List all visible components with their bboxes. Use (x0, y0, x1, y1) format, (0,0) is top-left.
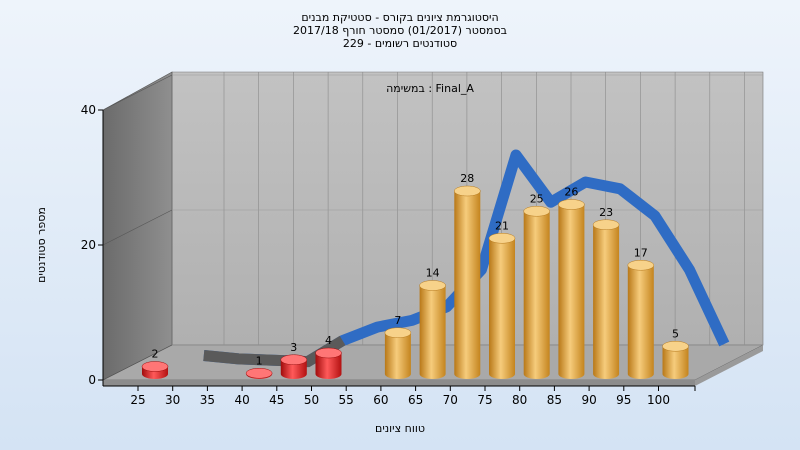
x-tick-label: 65 (408, 393, 423, 407)
bar-50: 4 (315, 334, 342, 379)
y-tick-label: 40 (81, 103, 96, 117)
x-tick-label: 80 (512, 393, 527, 407)
bar-value-label: 4 (325, 334, 332, 347)
bar-value-label: 26 (564, 186, 578, 199)
bar-body (280, 359, 307, 379)
bar-top (280, 354, 308, 365)
y-tick-label: 0 (88, 373, 96, 387)
x-tick-label: 85 (547, 393, 562, 407)
x-tick-label: 55 (339, 393, 354, 407)
horizontal-gridline-side (102, 344, 173, 381)
x-tick-label: 90 (581, 393, 596, 407)
x-tick-label: 30 (165, 393, 180, 407)
x-tick-label: 40 (234, 393, 249, 407)
bar-value-label: 17 (634, 246, 648, 259)
chart-title-line-1: היסטוגרמת ציונים בקורס - סטטיקת מבנים (301, 11, 499, 24)
bar-top (592, 219, 620, 230)
bar-top (315, 347, 342, 359)
left-wall (102, 71, 173, 381)
bar-70: 28 (454, 172, 481, 379)
x-tick-label: 25 (130, 393, 145, 407)
bar-value-label: 23 (599, 206, 613, 219)
bar-body (315, 353, 342, 379)
bar-60: 7 (384, 314, 412, 379)
x-tick-label: 50 (304, 393, 319, 407)
horizontal-gridline-side (102, 209, 173, 246)
y-axis-label: מספר סטודנטים (35, 207, 48, 283)
bar-45: 3 (280, 341, 308, 379)
horizontal-gridline-side (102, 74, 173, 111)
bar-85: 26 (558, 186, 585, 379)
x-tick-label: 100 (647, 393, 670, 407)
bar-top (141, 361, 169, 372)
bar-top (488, 233, 516, 244)
bar-value-label: 3 (290, 341, 297, 354)
bar-top (558, 199, 585, 210)
x-tick-label: 35 (200, 393, 215, 407)
bar-25: 2 (141, 348, 169, 379)
bar-body (489, 238, 515, 379)
bar-value-label: 5 (672, 327, 679, 340)
bar-value-label: 25 (530, 192, 544, 205)
bar-top (662, 341, 689, 352)
bar-top (245, 368, 273, 379)
bar-65: 14 (419, 267, 446, 379)
bar-value-label: 14 (426, 267, 440, 280)
bar-body (593, 224, 620, 379)
x-axis-label: טווח ציונים (375, 422, 425, 435)
y-tick-label: 20 (81, 238, 96, 252)
bar-top (419, 280, 446, 291)
bar-body (419, 285, 446, 379)
bar-body (454, 191, 481, 379)
bar-value-label: 2 (152, 348, 159, 361)
bar-body (627, 265, 654, 379)
x-tick-label: 45 (269, 393, 284, 407)
bar-body (662, 346, 689, 379)
bar-40: 1 (245, 354, 273, 379)
bar-top (384, 327, 412, 338)
chart-title-line-3: סטודנטים רשומים - 229 (342, 37, 458, 50)
bar-value-label: 7 (394, 314, 401, 327)
bar-75: 21 (488, 219, 516, 379)
floor-edge (103, 380, 695, 386)
bar-value-label: 21 (495, 219, 509, 232)
bar-value-label: 1 (256, 354, 263, 367)
x-tick-label: 75 (477, 393, 492, 407)
chart-subtitle: במשימה : Final_A (386, 82, 474, 95)
bar-top (627, 260, 655, 271)
bar-95: 17 (627, 246, 655, 379)
bar-90: 23 (592, 206, 620, 379)
x-tick-label: 95 (616, 393, 631, 407)
bar-top (454, 185, 481, 197)
chart-title-line-2: בסמסטר (01/2017) סמסטר חורף 2017/18 (293, 24, 507, 37)
x-tick-label: 60 (373, 393, 388, 407)
bar-body (523, 211, 550, 379)
bar-top (523, 206, 550, 217)
bar-value-label: 28 (460, 172, 474, 185)
bar-body (558, 204, 585, 379)
bar-body (384, 332, 411, 379)
bar-80: 25 (523, 192, 550, 379)
x-tick-label: 70 (443, 393, 458, 407)
floor-side (695, 345, 763, 386)
bar-100: 5 (662, 327, 689, 379)
